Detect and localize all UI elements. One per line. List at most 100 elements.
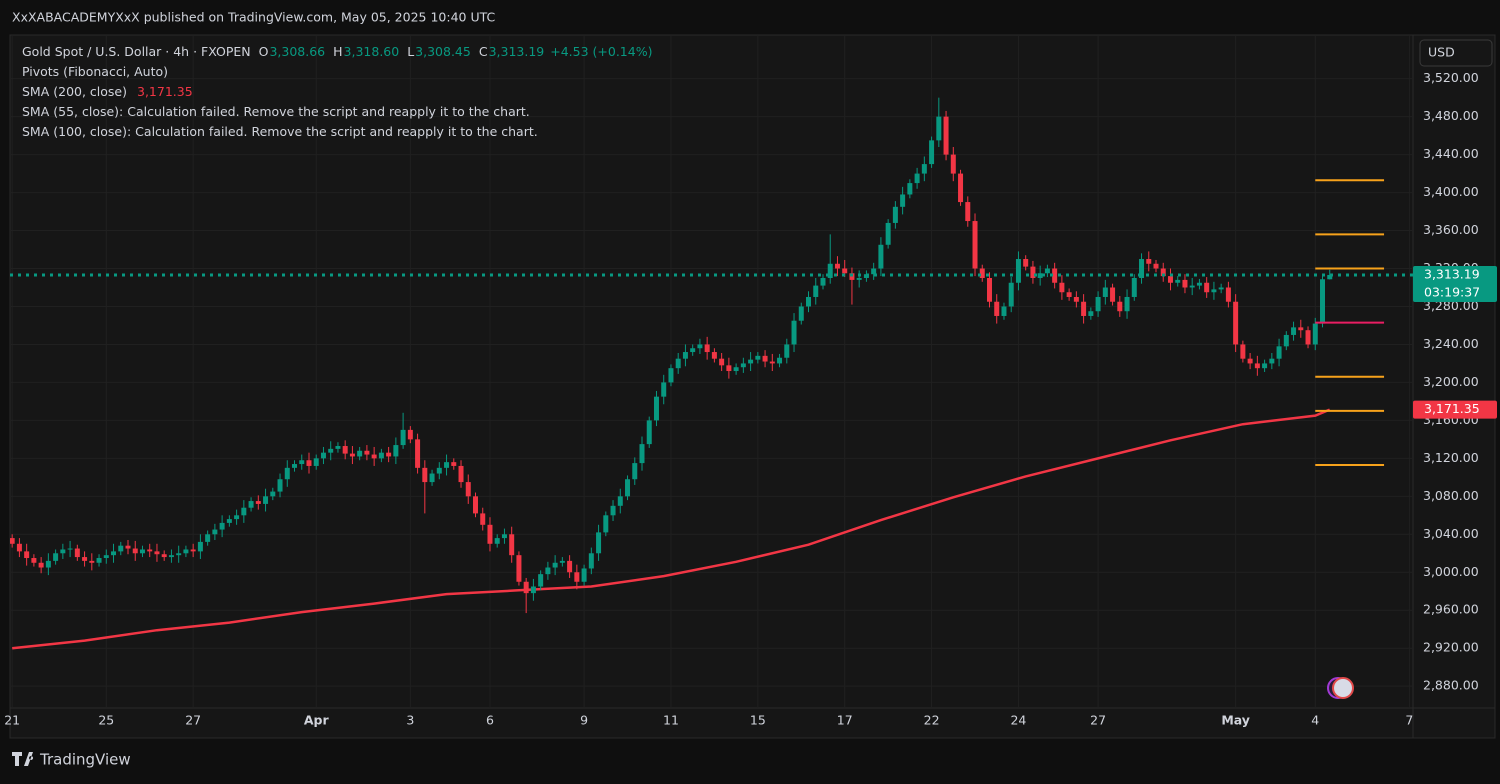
indicator-name: SMA (200, close) [22, 84, 127, 99]
candle-body [197, 541, 203, 552]
candle-body [1095, 296, 1101, 312]
candle-body [111, 551, 117, 556]
candle-body [1110, 287, 1116, 302]
candle-body [704, 344, 710, 353]
legend-line: Pivots (Fibonacci, Auto) [22, 64, 168, 79]
candle-body [574, 572, 580, 582]
candle-body [313, 458, 319, 466]
x-tick-label: 27 [1090, 713, 1106, 728]
candle-body [1175, 279, 1181, 283]
x-tick-label: 11 [663, 713, 679, 728]
candle-body [1189, 285, 1195, 288]
plot-area [10, 97, 1413, 650]
candle-body [60, 549, 66, 554]
last-price-label: 3,313.19 [1424, 266, 1480, 281]
candle-body [1001, 306, 1007, 316]
candle-body [255, 501, 261, 504]
candle-body [349, 453, 355, 457]
x-tick-label: 6 [486, 713, 494, 728]
candle-body [1291, 327, 1297, 335]
legend-line: Gold Spot / U.S. Dollar · 4h · FXOPEN O3,… [22, 44, 652, 59]
candle-body [878, 244, 884, 269]
candle-body [284, 467, 290, 480]
candle-body [921, 164, 927, 174]
candle-body [777, 357, 783, 364]
brand-logo: TradingView [12, 751, 131, 769]
candle-body [53, 553, 59, 561]
x-tick-label: 21 [4, 713, 20, 728]
candle-body [147, 549, 153, 552]
ohlc-value: 3,308.66 [269, 44, 325, 59]
candle-body [67, 548, 73, 550]
candle-body [567, 560, 573, 573]
candle-body [1153, 263, 1159, 269]
y-tick-label: 3,240.00 [1423, 336, 1479, 351]
candle-body [31, 558, 37, 563]
indicator-note: SMA (55, close): Calculation failed. Rem… [22, 104, 530, 119]
sma-price-label: 3,171.35 [1424, 401, 1480, 416]
candle-body [407, 429, 413, 440]
candle-body [1233, 301, 1239, 345]
candle-body [1320, 279, 1326, 324]
y-tick-label: 3,360.00 [1423, 222, 1479, 237]
candle-body [82, 557, 88, 561]
candle-body [494, 538, 500, 544]
y-tick-label: 3,400.00 [1423, 184, 1479, 199]
candle-body [364, 450, 370, 455]
y-tick-label: 3,000.00 [1423, 564, 1479, 579]
candle-body [900, 194, 906, 207]
ohlc-key: C [479, 44, 488, 59]
candle-body [1030, 266, 1036, 279]
x-tick-label: 17 [837, 713, 853, 728]
candle-body [668, 368, 674, 383]
symbol-name: Gold Spot / U.S. Dollar · 4h · FXOPEN [22, 44, 251, 59]
ohlc-key: H [333, 44, 342, 59]
candle-body [1066, 292, 1072, 297]
candle-body [1081, 301, 1087, 316]
candle-body [509, 534, 515, 556]
candle-body [1240, 344, 1246, 359]
y-tick-label: 2,960.00 [1423, 602, 1479, 617]
y-tick-label: 3,120.00 [1423, 450, 1479, 465]
candle-body [103, 555, 109, 559]
x-tick-label: 27 [185, 713, 201, 728]
candle-body [183, 549, 189, 554]
candle-body [871, 268, 877, 275]
candle-body [436, 467, 442, 474]
flag-icon [1332, 677, 1354, 699]
candle-body [711, 352, 717, 359]
candle-body [1008, 282, 1014, 307]
candle-body [690, 348, 696, 353]
candle-body [38, 562, 44, 568]
candle-body [241, 507, 247, 516]
candle-body [892, 206, 898, 223]
candle-body [1160, 268, 1166, 277]
currency: USD [1428, 45, 1455, 60]
candle-body [205, 534, 211, 542]
candle-body [530, 586, 536, 594]
candle-body [1218, 287, 1224, 290]
x-tick-label: 22 [924, 713, 940, 728]
candle-body [907, 183, 913, 195]
currency-box[interactable] [1419, 39, 1493, 67]
event-flag[interactable] [1327, 677, 1354, 699]
x-tick-label: May [1221, 713, 1250, 728]
y-tick-label: 3,080.00 [1423, 488, 1479, 503]
candle-body [487, 524, 493, 544]
candle-body [378, 452, 384, 459]
y-tick-label: 2,920.00 [1423, 640, 1479, 655]
y-tick-label: 3,440.00 [1423, 146, 1479, 161]
candle-body [400, 429, 406, 446]
candle-body [972, 221, 978, 269]
candle-body [154, 551, 160, 555]
candle-body [936, 116, 942, 141]
candle-body [733, 367, 739, 372]
candle-body [451, 462, 457, 466]
candle-body [234, 515, 240, 520]
candle-body [748, 359, 754, 364]
candle-body [979, 268, 985, 279]
price-change: +4.53 (+0.14%) [550, 44, 652, 59]
candle-body [1182, 279, 1188, 288]
candle-body [653, 396, 659, 421]
candle-body [139, 549, 145, 554]
